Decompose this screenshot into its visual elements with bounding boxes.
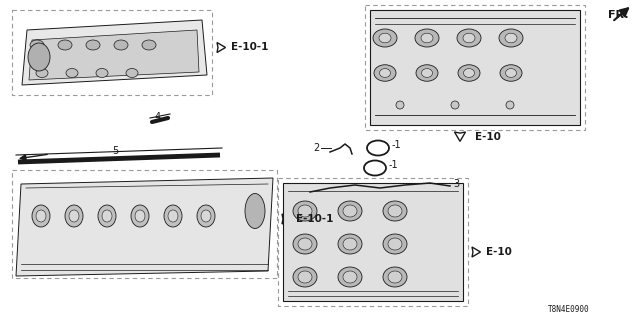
Ellipse shape (388, 205, 402, 217)
Ellipse shape (388, 238, 402, 250)
Ellipse shape (65, 205, 83, 227)
Ellipse shape (451, 101, 459, 109)
Bar (370, 10, 580, 125)
Ellipse shape (114, 40, 128, 50)
Ellipse shape (463, 33, 475, 43)
Ellipse shape (298, 238, 312, 250)
Ellipse shape (102, 210, 112, 222)
Ellipse shape (457, 29, 481, 47)
Ellipse shape (30, 40, 44, 50)
Ellipse shape (373, 29, 397, 47)
Ellipse shape (32, 205, 50, 227)
Ellipse shape (86, 40, 100, 50)
Ellipse shape (374, 65, 396, 81)
Ellipse shape (96, 68, 108, 77)
Text: FR.: FR. (608, 10, 628, 20)
Bar (278, 178, 468, 306)
Ellipse shape (383, 201, 407, 221)
Text: E-10: E-10 (486, 247, 512, 257)
Bar (283, 183, 463, 301)
Ellipse shape (343, 271, 357, 283)
Ellipse shape (36, 210, 46, 222)
Ellipse shape (245, 194, 265, 228)
Ellipse shape (383, 234, 407, 254)
Ellipse shape (126, 68, 138, 77)
Ellipse shape (293, 267, 317, 287)
Ellipse shape (415, 29, 439, 47)
Ellipse shape (380, 68, 390, 77)
Text: E-10: E-10 (475, 132, 501, 142)
Ellipse shape (422, 68, 433, 77)
Ellipse shape (383, 267, 407, 287)
Polygon shape (22, 20, 207, 85)
Ellipse shape (421, 33, 433, 43)
Ellipse shape (36, 68, 48, 77)
Ellipse shape (131, 205, 149, 227)
Text: T8N4E0900: T8N4E0900 (548, 305, 589, 314)
Ellipse shape (298, 205, 312, 217)
Ellipse shape (506, 68, 516, 77)
Ellipse shape (499, 29, 523, 47)
Ellipse shape (343, 205, 357, 217)
Ellipse shape (58, 40, 72, 50)
Text: -1: -1 (392, 140, 402, 150)
Text: 2: 2 (314, 143, 320, 153)
Text: 3: 3 (453, 179, 459, 189)
Ellipse shape (135, 210, 145, 222)
Bar (365, 5, 585, 130)
Ellipse shape (293, 201, 317, 221)
Bar (12, 170, 277, 278)
Ellipse shape (396, 101, 404, 109)
Text: E-10-1: E-10-1 (231, 43, 268, 52)
Ellipse shape (463, 68, 474, 77)
Ellipse shape (416, 65, 438, 81)
Ellipse shape (197, 205, 215, 227)
Ellipse shape (458, 65, 480, 81)
Ellipse shape (69, 210, 79, 222)
Ellipse shape (66, 68, 78, 77)
Text: -1: -1 (389, 160, 399, 170)
Bar (12, 10, 212, 95)
Ellipse shape (28, 43, 50, 71)
Ellipse shape (98, 205, 116, 227)
Ellipse shape (379, 33, 391, 43)
Ellipse shape (343, 238, 357, 250)
Ellipse shape (338, 267, 362, 287)
Text: E-10-1: E-10-1 (296, 214, 333, 224)
Ellipse shape (388, 271, 402, 283)
Ellipse shape (298, 271, 312, 283)
Ellipse shape (506, 101, 514, 109)
Ellipse shape (142, 40, 156, 50)
Ellipse shape (168, 210, 178, 222)
Ellipse shape (338, 234, 362, 254)
Ellipse shape (201, 210, 211, 222)
Polygon shape (16, 178, 273, 276)
Ellipse shape (338, 201, 362, 221)
Ellipse shape (500, 65, 522, 81)
Polygon shape (29, 30, 199, 80)
Ellipse shape (293, 234, 317, 254)
Text: 5: 5 (112, 146, 118, 156)
Ellipse shape (164, 205, 182, 227)
Text: 4: 4 (155, 112, 161, 122)
Ellipse shape (505, 33, 517, 43)
